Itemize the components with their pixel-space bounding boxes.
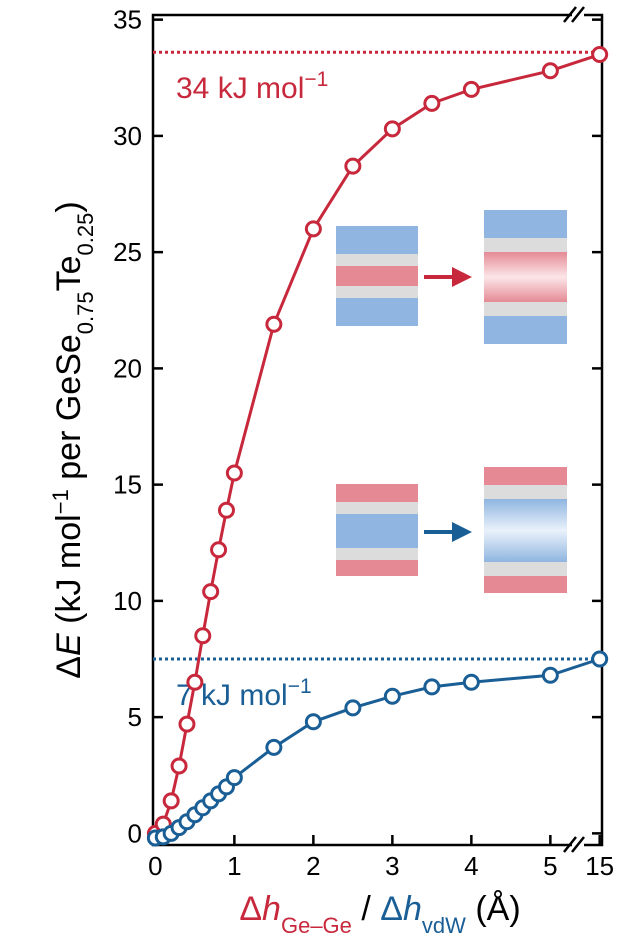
y-tick-label: 10 [113, 586, 142, 616]
data-point [423, 678, 441, 696]
axis-label-part: Δ [380, 890, 403, 928]
axis-label-part: E [50, 633, 88, 656]
y-axis-label: ΔE (kJ mol−1 per GeSe0.75Te0.25) [48, 201, 98, 678]
data-point [217, 501, 235, 519]
data-point [186, 673, 204, 691]
reference-label-sup: −1 [304, 68, 328, 91]
axis-label-part: 0.25 [73, 213, 98, 256]
x-tick-label: 1 [227, 851, 241, 881]
axis-label-part: h [403, 890, 422, 928]
data-point [162, 792, 180, 810]
axis-label-part: h [262, 890, 281, 928]
y-tick-label: 35 [113, 5, 142, 35]
axis-label-part: (Å) [466, 890, 521, 928]
axis-label-part: per GeSe [50, 334, 88, 489]
reference-label-sup: −1 [288, 675, 312, 698]
data-point [170, 757, 188, 775]
x-tick-label: 5 [543, 851, 557, 881]
y-tick-label: 20 [113, 353, 142, 383]
reference-label-text: 34 kJ mol [176, 72, 304, 105]
data-point [304, 713, 322, 731]
data-point [383, 687, 401, 705]
x-tick-label: 2 [306, 851, 320, 881]
reference-label: 34 kJ mol−1 [176, 68, 328, 105]
x-tick-label: 4 [464, 851, 478, 881]
data-point [210, 541, 228, 559]
data-point [178, 715, 196, 733]
data-point [591, 650, 609, 668]
axis-label-part: / [352, 890, 380, 928]
axis-label-part: Ge–Ge [281, 913, 352, 937]
y-tick-label: 30 [113, 121, 142, 151]
axis-label-part: ) [50, 201, 88, 212]
data-point [591, 46, 609, 64]
axis-label-part: Δ [239, 890, 262, 928]
inset-ge-ge [336, 210, 567, 344]
axis-break [563, 6, 585, 853]
y-tick-label: 15 [113, 470, 142, 500]
y-tick-label: 25 [113, 237, 142, 267]
x-tick-label: 15 [585, 851, 614, 881]
data-point [202, 583, 220, 601]
axis-label-part: Δ [50, 656, 88, 679]
data-point [541, 62, 559, 80]
axis-label-part: −1 [48, 489, 73, 514]
data-point [265, 738, 283, 756]
data-point [344, 699, 362, 717]
data-point [304, 220, 322, 238]
data-point [462, 673, 480, 691]
axis-label-part: Te [50, 255, 88, 291]
reference-label: 7 kJ mol−1 [176, 675, 312, 712]
x-axis-label: ΔhGe–Ge / ΔhvdW (Å) [239, 890, 520, 936]
data-point [344, 157, 362, 175]
series-line [154, 53, 601, 835]
axis-label-part: 0.75 [73, 291, 98, 334]
x-tick-label: 0 [148, 851, 162, 881]
plot-frame [151, 13, 604, 847]
y-tick-label: 0 [128, 818, 142, 848]
data-point [462, 80, 480, 98]
axis-label-part: (kJ mol [50, 514, 88, 633]
data-point [265, 315, 283, 333]
x-tick-label: 3 [385, 851, 399, 881]
axis-label-part: vdW [422, 913, 466, 937]
data-point [225, 464, 243, 482]
inset-vdw [336, 467, 567, 593]
y-tick-label: 5 [128, 702, 142, 732]
data-point [383, 120, 401, 138]
data-point [225, 769, 243, 787]
data-point [541, 666, 559, 684]
data-point [194, 627, 212, 645]
data-point [423, 94, 441, 112]
